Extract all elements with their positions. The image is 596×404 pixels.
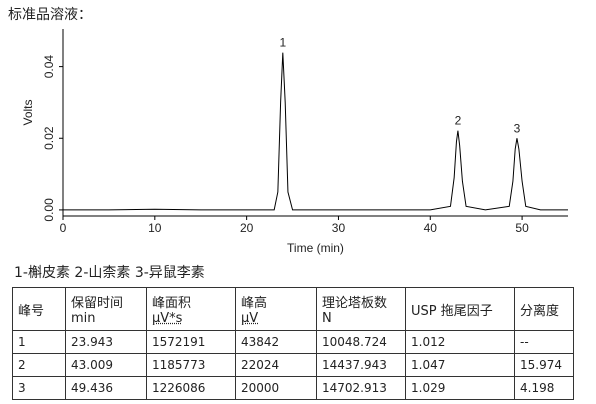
- header-cell: USP 拖尾因子: [405, 287, 515, 331]
- x-tick-label: 30: [332, 221, 346, 235]
- header-text: N: [322, 311, 332, 326]
- table-cell: 10048.724: [316, 330, 406, 354]
- y-tick-label: 0.04: [42, 55, 56, 79]
- x-tick-label: 40: [424, 221, 438, 235]
- table-row: 3 49.436 1226086 20000 14702.913 1.029 4.198: [12, 376, 574, 400]
- x-tick-label: 50: [515, 221, 529, 235]
- table-cell: 49.436: [65, 376, 147, 400]
- header-text: 峰面积: [152, 296, 192, 311]
- x-tick-label: 10: [148, 221, 162, 235]
- table-cell: 4.198: [514, 376, 574, 400]
- table-row: 1 23.943 1572191 43842 10048.724 1.012 --: [12, 330, 574, 354]
- peak-label: 3: [514, 121, 521, 135]
- header-text: 理论塔板数: [322, 296, 388, 311]
- y-axis-label: Volts: [21, 99, 35, 125]
- header-text: μV*s: [152, 311, 183, 326]
- chart: 0 10 20 30 40 50 0.00 0.02 0.04 Time (min) Volts 1 2…: [21, 29, 568, 255]
- header-cell: 理论塔板数 N: [316, 287, 406, 331]
- x-axis-label: Time (min): [287, 241, 344, 255]
- header-text: USP 拖尾因子: [411, 303, 493, 319]
- table-cell: 23.943: [65, 330, 147, 354]
- table-cell: 43.009: [65, 353, 147, 377]
- table-cell: 15.974: [514, 353, 574, 377]
- y-tick-label: 0.00: [42, 198, 56, 222]
- header-text: μV: [241, 311, 259, 326]
- header-row: 峰号 保留时间 min 峰面积 μV*s 峰高 μV 理论塔板数 N USP 拖尾因子 分离度: [12, 287, 574, 331]
- x-tick-label: 20: [240, 221, 254, 235]
- header-cell: 保留时间 min: [65, 287, 147, 331]
- header-cell: 峰面积 μV*s: [146, 287, 236, 331]
- table-cell: 2: [12, 353, 66, 377]
- header-text: 分离度: [520, 303, 560, 319]
- table-row: 2 43.009 1185773 22024 14437.943 1.047 15.974: [12, 353, 574, 377]
- table-cell: 1226086: [146, 376, 236, 400]
- table-cell: 1185773: [146, 353, 236, 377]
- table-cell: 43842: [235, 330, 317, 354]
- table-cell: --: [514, 330, 574, 354]
- header-cell: 峰高 μV: [235, 287, 317, 331]
- header-text: 保留时间: [71, 296, 124, 311]
- table-cell: 20000: [235, 376, 317, 400]
- table-cell: 1: [12, 330, 66, 354]
- header-text: min: [71, 311, 96, 326]
- table-cell: 1.012: [405, 330, 515, 354]
- peak-label: 1: [279, 36, 286, 50]
- table-cell: 1.047: [405, 353, 515, 377]
- table-cell: 3: [12, 376, 66, 400]
- table-body: 1 23.943 1572191 43842 10048.724 1.012 -- 2 43.0…: [12, 330, 574, 400]
- x-tick-label: 0: [60, 221, 67, 235]
- header-cell: 分离度: [514, 287, 574, 331]
- table-header: 峰号 保留时间 min 峰面积 μV*s 峰高 μV 理论塔板数 N USP 拖尾因子 分离度: [12, 287, 574, 331]
- peak-label: 2: [455, 114, 462, 128]
- table-cell: 1572191: [146, 330, 236, 354]
- header-text: 峰高: [241, 296, 268, 311]
- header-text: 峰号: [18, 303, 45, 319]
- y-tick-label: 0.02: [42, 126, 56, 150]
- chromatogram-line: [63, 52, 568, 211]
- table-cell: 22024: [235, 353, 317, 377]
- page-title: 标准品溶液：: [8, 7, 92, 23]
- peak-legend: 1-槲皮素 2-山柰素 3-异鼠李素: [14, 265, 205, 281]
- table-cell: 14437.943: [316, 353, 406, 377]
- table-cell: 14702.913: [316, 376, 406, 400]
- table-cell: 1.029: [405, 376, 515, 400]
- header-cell: 峰号: [12, 287, 66, 331]
